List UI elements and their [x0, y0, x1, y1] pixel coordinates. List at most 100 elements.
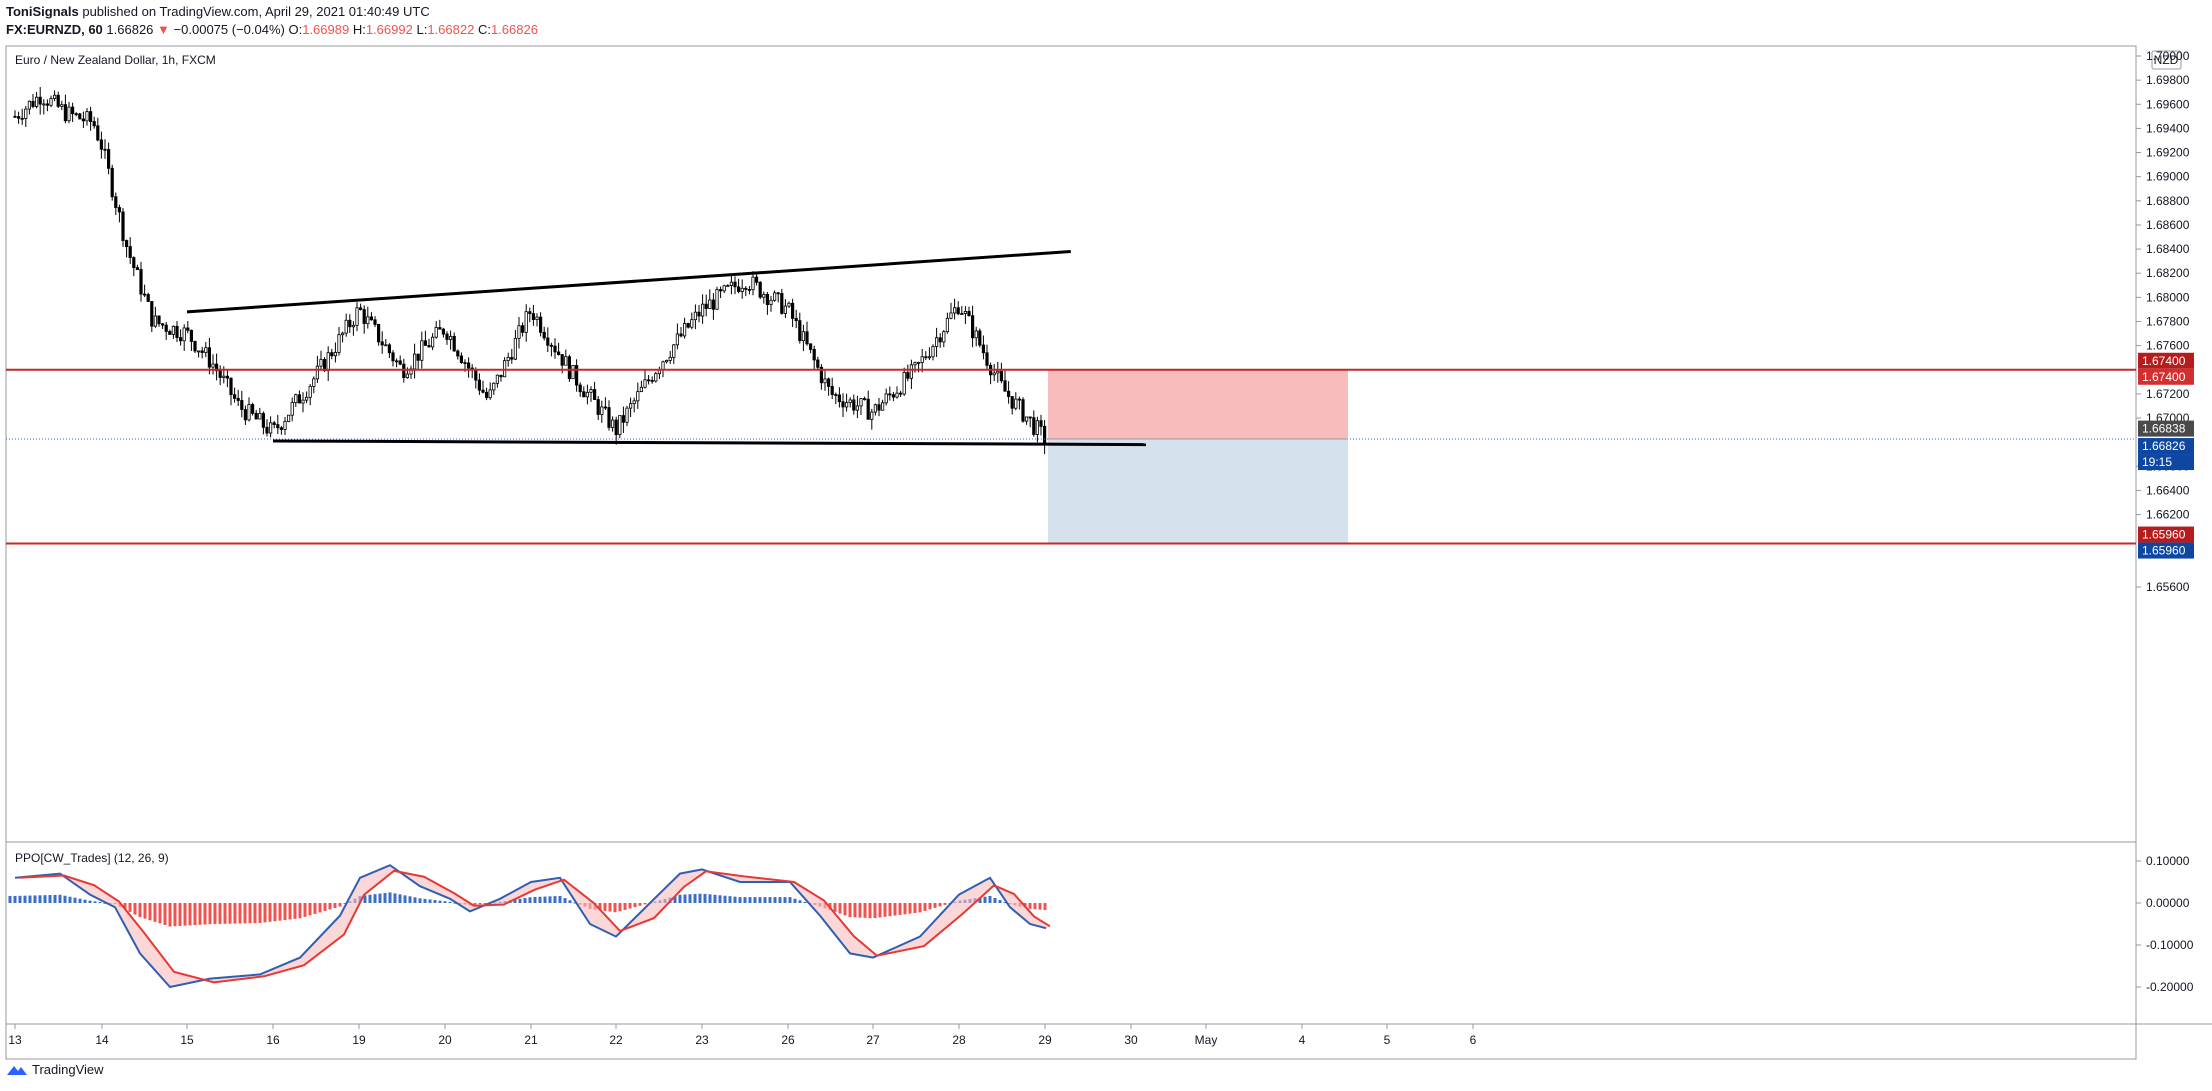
- ppo-hist-bar: [918, 903, 922, 913]
- ppo-hist-bar: [63, 895, 67, 903]
- candle-body: [600, 406, 604, 415]
- take-profit-zone[interactable]: [1048, 439, 1348, 544]
- candle-body: [711, 299, 716, 310]
- ppo-hist-bar: [778, 897, 782, 903]
- candle-body: [150, 301, 154, 327]
- indicator-tick-label: 0.00000: [2146, 896, 2190, 910]
- candle-body: [434, 327, 438, 338]
- ppo-hist-bar: [393, 893, 397, 903]
- ppo-hist-bar: [183, 903, 187, 926]
- footer-brand[interactable]: TradingView: [32, 1062, 104, 1077]
- ppo-hist-bar: [1043, 903, 1047, 910]
- ppo-hist-bar: [1003, 902, 1007, 904]
- close-value: 1.66826: [490, 22, 538, 37]
- footer: TradingView: [6, 1062, 104, 1077]
- ppo-hist-bar: [363, 895, 367, 903]
- ppo-hist-bar: [38, 895, 42, 903]
- candle-body: [956, 307, 960, 315]
- candle-body: [877, 404, 881, 411]
- ppo-hist-bar: [833, 903, 837, 912]
- symbol-info: FX:EURNZD, 60: [6, 22, 103, 37]
- candle-body: [1039, 420, 1043, 427]
- candle-body: [953, 307, 957, 314]
- time-tick-label: 29: [1038, 1033, 1052, 1047]
- time-tick-label: 28: [952, 1033, 966, 1047]
- candle-body: [337, 334, 341, 353]
- ppo-hist-bar: [1033, 903, 1037, 910]
- ppo-hist-bar: [398, 894, 402, 903]
- time-axis[interactable]: 13 14 15 16 19 20 21 22 23 26 27 28 29 30 May 4 5 6: [8, 1024, 1477, 1047]
- ppo-hist-bar: [523, 898, 527, 903]
- ppo-hist-bar: [788, 897, 792, 903]
- candle-body: [513, 337, 518, 360]
- price-label-badge: [2138, 454, 2194, 471]
- tradingview-logo-icon: [7, 1065, 27, 1075]
- upper-trendline[interactable]: [186, 250, 1071, 314]
- ppo-hist-bar: [93, 901, 97, 903]
- candle-body: [942, 331, 946, 343]
- candle-body: [168, 330, 172, 335]
- ppo-hist-bar: [703, 893, 707, 903]
- ppo-hist-bar: [368, 894, 372, 903]
- candle-body: [49, 98, 53, 106]
- candle-body: [376, 323, 381, 343]
- currency-badge[interactable]: NZD: [2151, 50, 2182, 70]
- candle-body: [340, 332, 345, 336]
- price-label-text: 1.65960: [2142, 528, 2186, 542]
- lower-trendline[interactable]: [272, 439, 1147, 447]
- stop-loss-zone[interactable]: [1048, 369, 1348, 440]
- candle-body: [243, 409, 247, 421]
- candle-body: [564, 356, 568, 366]
- candle-body: [665, 359, 669, 363]
- candle-body: [178, 337, 183, 342]
- candle-body: [132, 257, 136, 268]
- candle-body: [369, 316, 374, 321]
- ppo-hist-bar: [938, 903, 942, 907]
- candle-body: [56, 94, 60, 107]
- candle-body: [888, 393, 892, 396]
- candle-body: [629, 403, 633, 409]
- candle-body: [945, 317, 950, 333]
- candle-body: [722, 285, 726, 292]
- candle-body: [528, 311, 532, 315]
- ppo-hist-bar: [993, 898, 997, 903]
- ppo-hist-bar: [18, 895, 22, 903]
- candle-body: [1028, 416, 1032, 419]
- indicator-axis[interactable]: 0.10000 0.00000 -0.10000 -0.20000: [2136, 854, 2194, 994]
- ppo-hist-bar: [568, 900, 572, 903]
- ppo-hist-bar: [288, 903, 292, 920]
- ppo-hist-bar: [558, 895, 562, 903]
- candle-body: [837, 394, 842, 403]
- close-label: C:: [477, 22, 491, 37]
- candle-body: [708, 299, 712, 309]
- candle-body: [229, 377, 233, 396]
- candle-body: [35, 96, 39, 107]
- candle-body: [607, 407, 611, 428]
- candle-body: [747, 289, 752, 291]
- candle-body: [593, 389, 597, 400]
- ppo-hist-bar: [713, 894, 717, 903]
- ppo-hist-bar: [303, 903, 307, 917]
- ppo-hist-bar: [748, 897, 752, 903]
- price-label-text: 1.65960: [2142, 544, 2186, 558]
- ppo-hist-bar: [978, 897, 982, 903]
- candle-body: [326, 352, 330, 371]
- ppo-hist-bar: [178, 903, 182, 926]
- ppo-hist-bar: [343, 903, 347, 904]
- indicator-title: PPO[CW_Trades] (12, 26, 9): [15, 851, 169, 865]
- candle-body: [218, 370, 222, 378]
- ppo-hist-bar: [913, 903, 917, 914]
- candle-body: [24, 108, 28, 119]
- ppo-hist-bar: [388, 892, 392, 903]
- candle-body: [524, 311, 528, 333]
- candle-body: [492, 382, 496, 391]
- price-axis[interactable]: 1.70000 1.69800 1.69600 1.69400 1.69200 1.690…: [2136, 49, 2190, 594]
- candle-body: [250, 404, 255, 414]
- ppo-hist-bar: [518, 898, 522, 903]
- candle-body: [967, 311, 971, 317]
- ppo-hist-bar: [783, 897, 787, 903]
- author-name[interactable]: ToniSignals: [6, 4, 79, 19]
- candle-body: [276, 424, 280, 429]
- ppo-hist-bar: [193, 903, 197, 926]
